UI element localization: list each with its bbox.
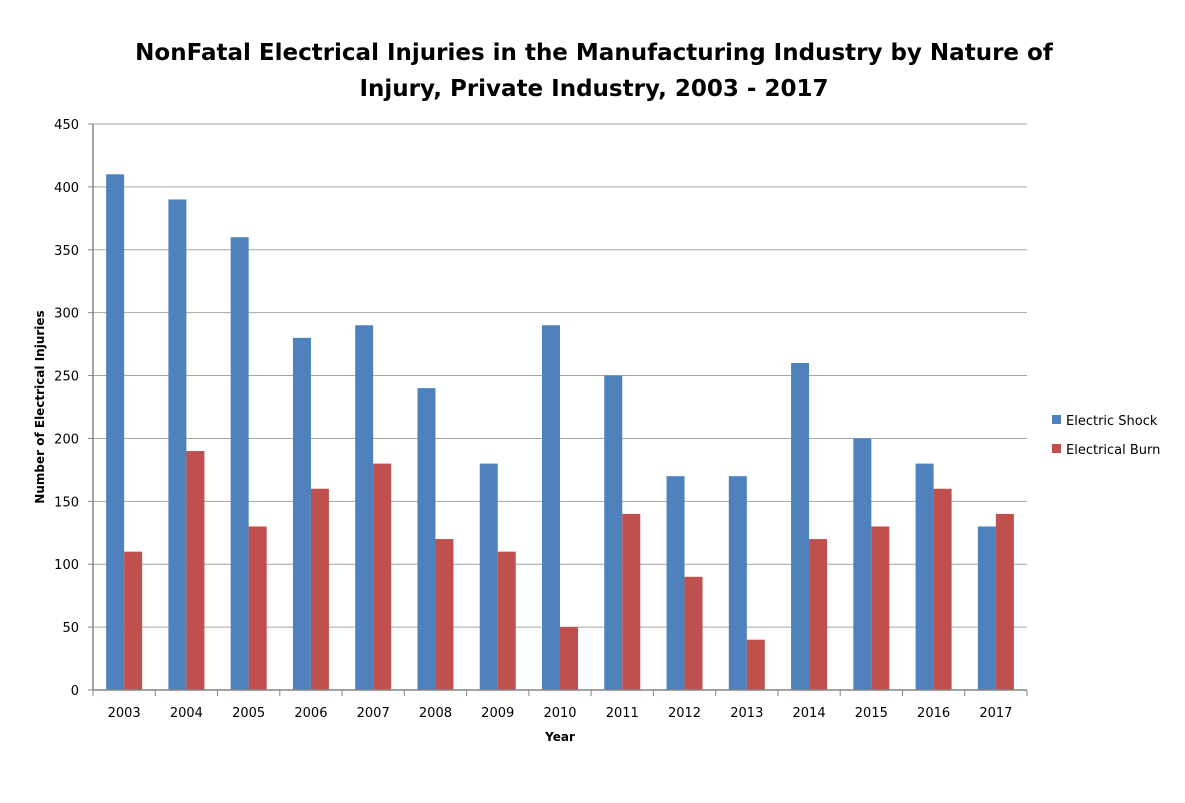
x-tick-label: 2003 bbox=[108, 706, 141, 721]
bar-electric-shock-2005 bbox=[230, 237, 249, 690]
bar-electrical-burn-2006 bbox=[310, 488, 329, 690]
legend-label: Electrical Burn bbox=[1066, 443, 1160, 458]
chart-title-line-2: Injury, Private Industry, 2003 - 2017 bbox=[359, 76, 828, 102]
y-tick-label: 100 bbox=[54, 558, 79, 573]
y-tick-label: 250 bbox=[54, 370, 79, 385]
bar-electrical-burn-2011 bbox=[622, 513, 641, 690]
x-tick-label: 2005 bbox=[232, 706, 265, 721]
bar-electrical-burn-2014 bbox=[809, 539, 828, 690]
x-tick-label: 2008 bbox=[419, 706, 452, 721]
bar-electric-shock-2017 bbox=[977, 526, 996, 690]
bar-electrical-burn-2009 bbox=[497, 551, 516, 690]
bar-electric-shock-2008 bbox=[417, 388, 436, 690]
y-tick-label: 350 bbox=[54, 244, 79, 259]
legend-swatch bbox=[1052, 444, 1061, 453]
axes: 0 50 100 150 200 250 300 350 400 450 2003 2004 2005 2… bbox=[54, 118, 1028, 721]
y-tick-label: 300 bbox=[54, 307, 79, 322]
bar-electric-shock-2006 bbox=[292, 337, 311, 690]
x-tick-label: 2012 bbox=[668, 706, 701, 721]
bar-electrical-burn-2007 bbox=[373, 463, 392, 690]
bar-electric-shock-2015 bbox=[853, 438, 872, 690]
bar-electrical-burn-2008 bbox=[435, 539, 454, 690]
x-tick-label: 2006 bbox=[294, 706, 327, 721]
bar-electrical-burn-2013 bbox=[746, 639, 765, 690]
y-tick-label: 50 bbox=[62, 621, 79, 636]
y-tick-label: 400 bbox=[54, 181, 79, 196]
x-tick-label: 2004 bbox=[170, 706, 203, 721]
bar-electrical-burn-2010 bbox=[560, 627, 578, 690]
bar-electrical-burn-2004 bbox=[186, 451, 205, 690]
x-tick-label: 2010 bbox=[543, 706, 576, 721]
bar-electric-shock-2003 bbox=[106, 174, 125, 691]
bar-electrical-burn-2015 bbox=[871, 526, 890, 690]
x-axis-label: Year bbox=[544, 730, 575, 744]
legend-swatch bbox=[1052, 415, 1061, 424]
bars bbox=[106, 174, 1014, 691]
x-tick-label: 2017 bbox=[979, 706, 1012, 721]
bar-electrical-burn-2016 bbox=[933, 488, 952, 690]
x-tick-label: 2007 bbox=[357, 706, 390, 721]
bar-electrical-burn-2017 bbox=[995, 513, 1014, 690]
y-tick-label: 200 bbox=[54, 432, 79, 447]
bar-electric-shock-2013 bbox=[728, 476, 747, 690]
bar-electric-shock-2007 bbox=[355, 325, 374, 690]
chart-title-line-1: NonFatal Electrical Injuries in the Manu… bbox=[135, 40, 1054, 66]
bar-electric-shock-2012 bbox=[666, 476, 685, 690]
x-tick-label: 2015 bbox=[855, 706, 888, 721]
y-tick-label: 150 bbox=[54, 495, 79, 510]
x-tick-label: 2011 bbox=[606, 706, 639, 721]
bar-electric-shock-2009 bbox=[479, 463, 498, 690]
bar-electric-shock-2010 bbox=[542, 325, 560, 690]
x-tick-label: 2013 bbox=[730, 706, 763, 721]
y-axis-label: Number of Electrical Injuries bbox=[33, 310, 47, 503]
y-tick-label: 450 bbox=[54, 118, 79, 133]
legend-label: Electric Shock bbox=[1066, 414, 1158, 429]
legend: Electric Shock Electrical Burn bbox=[1052, 414, 1160, 458]
x-tick-label: 2014 bbox=[793, 706, 826, 721]
bar-electric-shock-2014 bbox=[791, 362, 810, 690]
bar-electric-shock-2004 bbox=[168, 199, 187, 690]
bar-electrical-burn-2003 bbox=[124, 551, 143, 690]
y-tick-label: 0 bbox=[71, 684, 79, 699]
bar-electrical-burn-2012 bbox=[684, 576, 703, 690]
bar-electric-shock-2016 bbox=[915, 463, 934, 690]
bar-electric-shock-2011 bbox=[604, 375, 623, 690]
x-tick-label: 2009 bbox=[481, 706, 514, 721]
bar-electrical-burn-2005 bbox=[248, 526, 267, 690]
x-tick-label: 2016 bbox=[917, 706, 950, 721]
